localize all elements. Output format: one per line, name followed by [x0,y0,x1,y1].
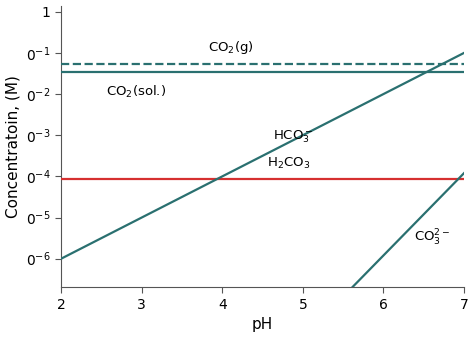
Text: CO$_2$(sol.): CO$_2$(sol.) [106,84,165,100]
Text: CO$_2$(g): CO$_2$(g) [208,39,253,56]
X-axis label: pH: pH [252,317,273,333]
Text: H$_2$CO$_3$: H$_2$CO$_3$ [267,156,310,171]
Y-axis label: Concentratoin, (M): Concentratoin, (M) [6,75,20,218]
Text: HCO$_3^-$: HCO$_3^-$ [273,129,313,145]
Text: CO$_3^{2-}$: CO$_3^{2-}$ [414,227,450,248]
